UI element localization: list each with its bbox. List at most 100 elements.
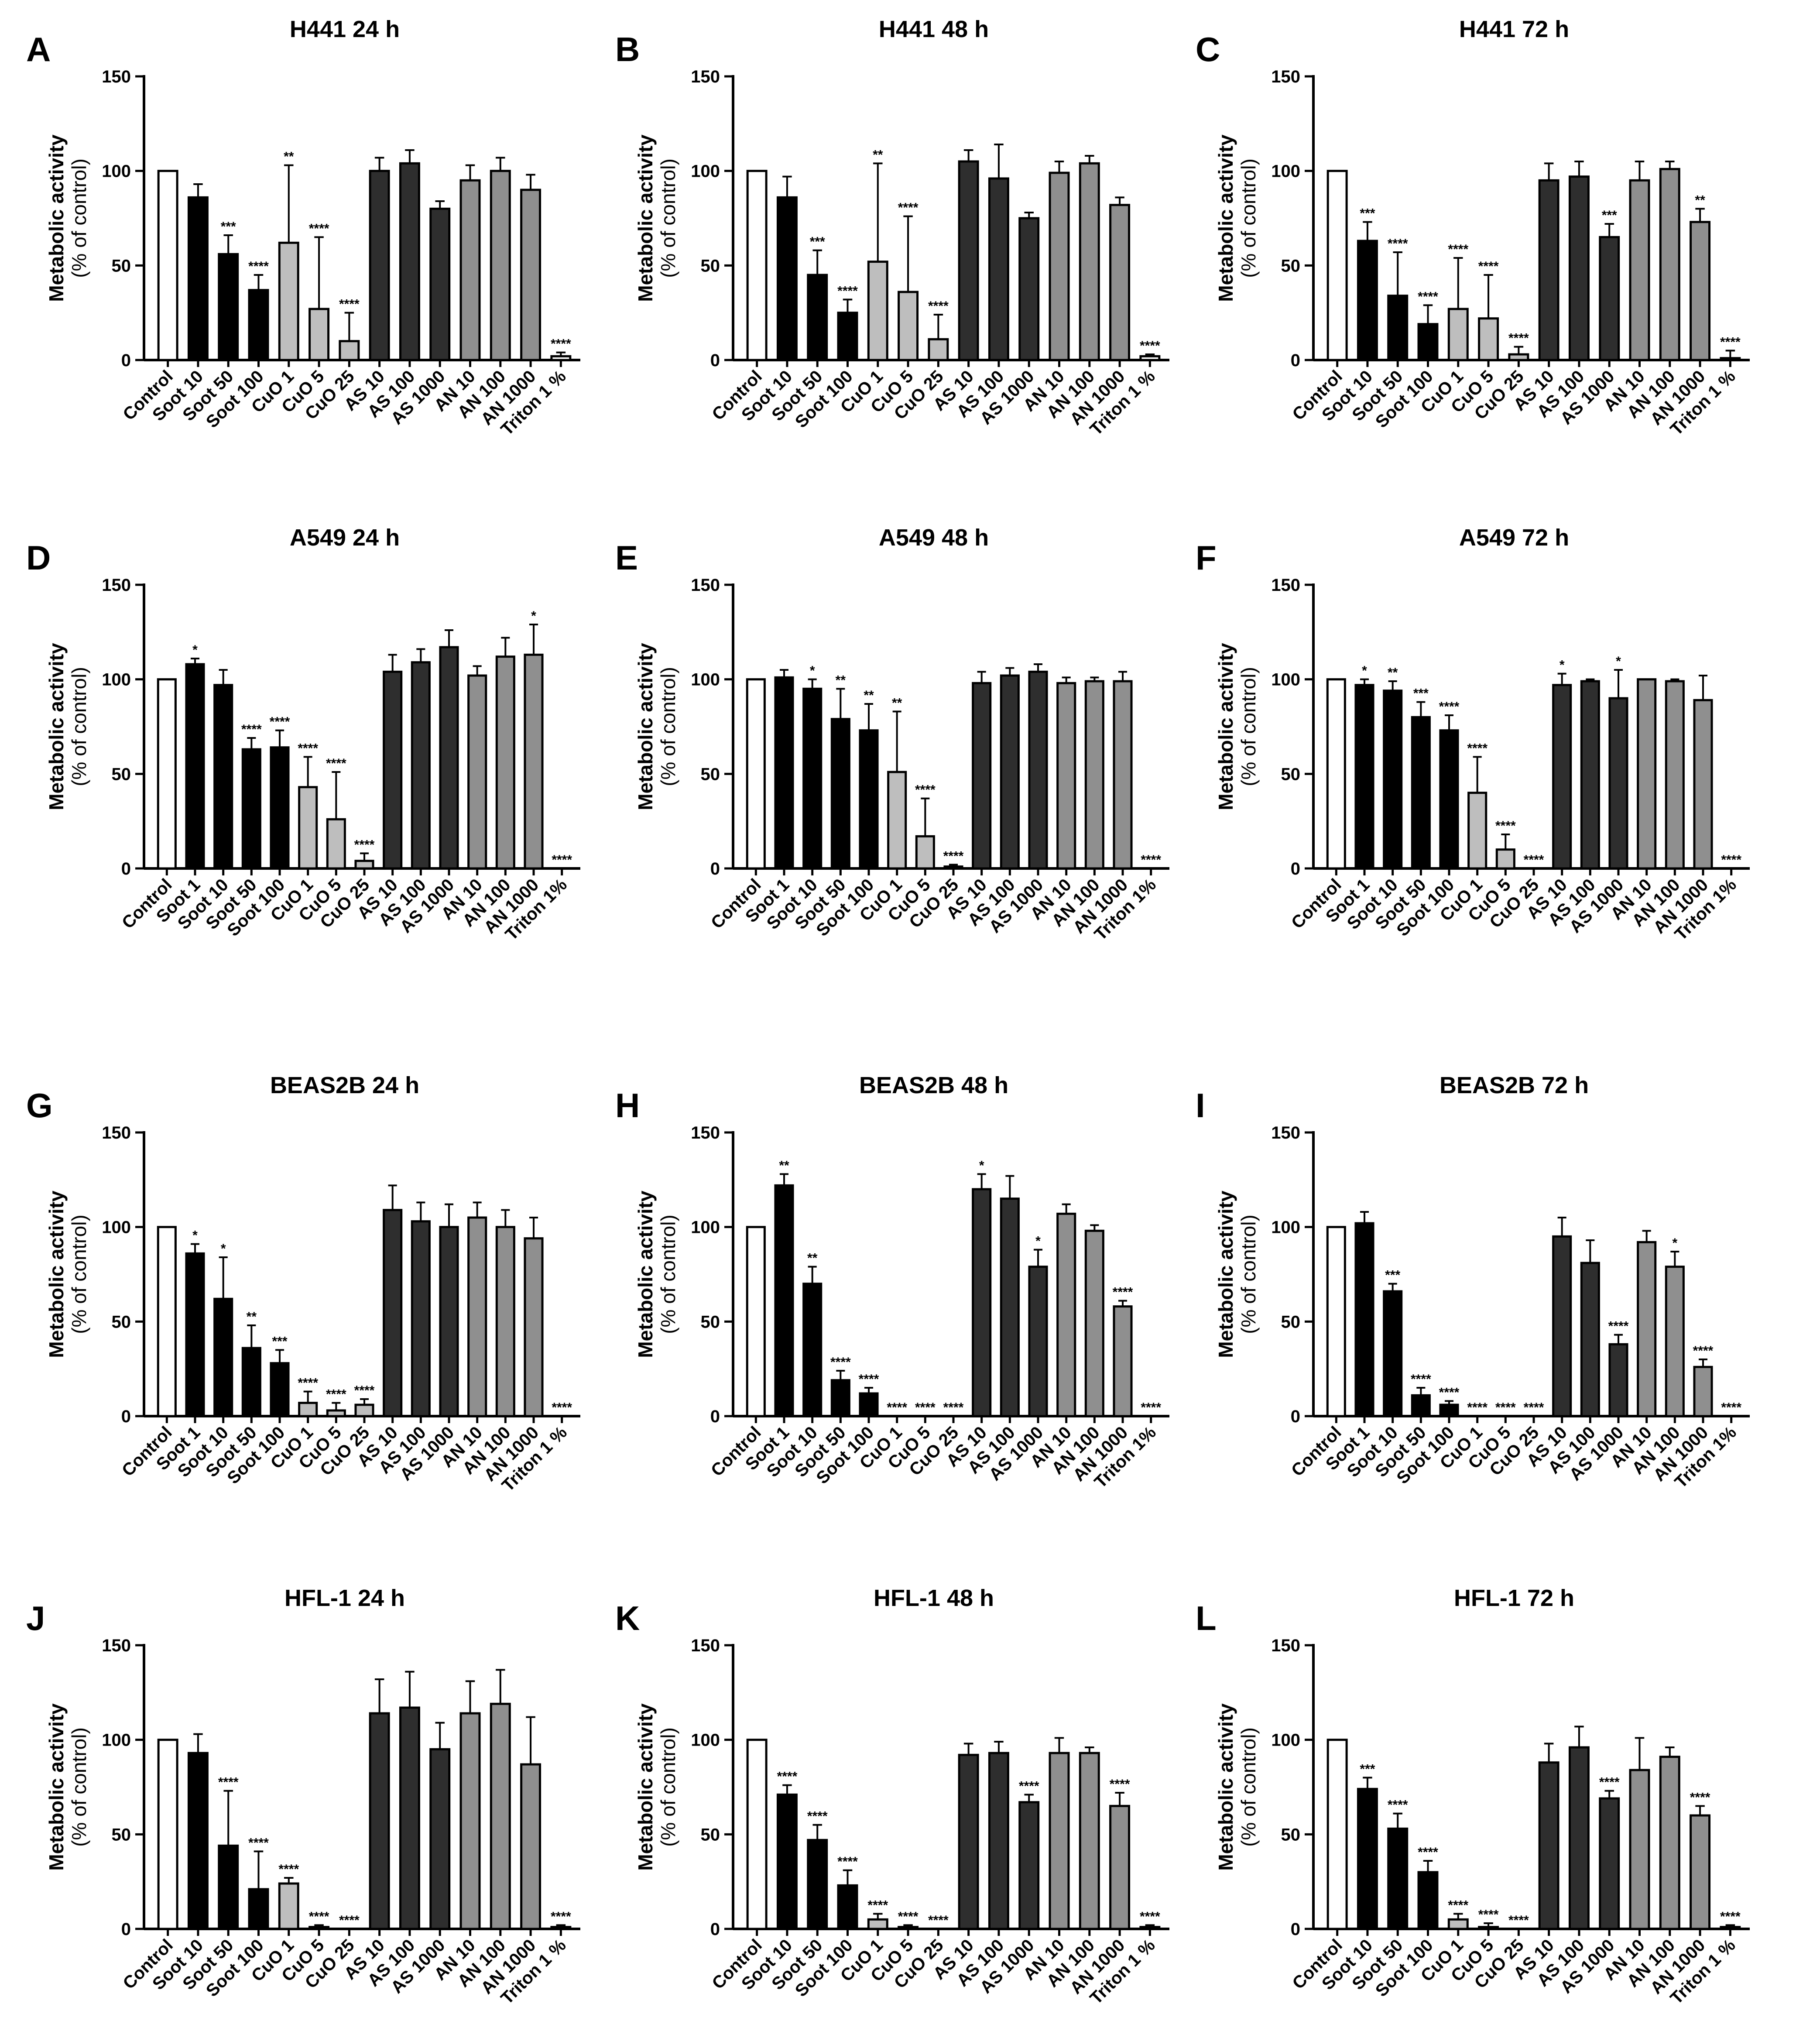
bar-an-1000 xyxy=(520,1763,542,1930)
y-tick-label: 100 xyxy=(102,1731,131,1750)
y-axis-label-sub: (% of control) xyxy=(657,158,679,278)
bar-an-10 xyxy=(1637,1241,1657,1417)
significance-label: ** xyxy=(873,148,883,162)
y-tick-label: 50 xyxy=(701,1825,720,1844)
bar-soot-10 xyxy=(213,1297,233,1417)
significance-label: **** xyxy=(354,837,375,852)
bar-soot-100 xyxy=(859,729,879,870)
panel-letter: J xyxy=(26,1599,45,1637)
significance-label: **** xyxy=(278,1862,299,1877)
significance-label: *** xyxy=(272,1334,287,1348)
y-tick-label: 50 xyxy=(1281,1825,1301,1844)
bar-soot-100 xyxy=(248,289,269,361)
significance-label: **** xyxy=(1141,1400,1161,1415)
bar-as-100 xyxy=(411,661,431,870)
bar-soot-50 xyxy=(241,1347,261,1417)
significance-label: **** xyxy=(339,1913,360,1928)
significance-label: * xyxy=(1035,1234,1041,1249)
bar-as-1000 xyxy=(1018,217,1040,361)
bar-soot-100 xyxy=(270,746,290,870)
panel-title: H441 48 h xyxy=(879,16,989,42)
significance-label: **** xyxy=(309,221,329,236)
significance-label: * xyxy=(979,1158,984,1173)
bar-as-100 xyxy=(1568,175,1590,361)
panel-g: G BEAS2B 24 h Metabolic activity (% of cont… xyxy=(26,1072,580,1496)
bar-soot-10 xyxy=(802,687,823,870)
bar-as-100 xyxy=(1580,1262,1600,1417)
bar-as-1000 xyxy=(429,207,451,361)
bar-an-100 xyxy=(1665,1266,1685,1417)
bar-as-1000 xyxy=(429,1748,451,1930)
significance-label: **** xyxy=(298,741,318,755)
y-tick-label: 150 xyxy=(691,67,720,86)
bar-cuo-25 xyxy=(943,865,963,870)
y-tick-label: 100 xyxy=(1271,162,1300,181)
y-axis-label: Metabolic activity xyxy=(45,134,68,302)
bar-an-1000 xyxy=(1693,1366,1713,1417)
significance-label: **** xyxy=(1478,259,1499,274)
bar-cuo-1 xyxy=(1447,1918,1469,1930)
bar-soot-10 xyxy=(1383,1290,1403,1417)
significance-label: **** xyxy=(807,1809,828,1824)
y-tick-label: 150 xyxy=(691,1636,720,1655)
y-axis-label-sub: (% of control) xyxy=(1237,158,1260,278)
y-tick-label: 0 xyxy=(121,859,131,878)
bar-soot-10 xyxy=(1357,1788,1378,1930)
significance-label: **** xyxy=(830,1355,851,1369)
significance-label: **** xyxy=(241,722,262,737)
bar-as-100 xyxy=(411,1220,431,1417)
bar-as-1000 xyxy=(1608,697,1628,870)
significance-label: **** xyxy=(1690,1790,1710,1805)
significance-label: **** xyxy=(1721,1400,1741,1415)
bar-soot-100 xyxy=(837,1884,858,1930)
panel-letter: F xyxy=(1196,539,1217,577)
significance-label: * xyxy=(531,609,536,623)
panel-letter: E xyxy=(615,539,638,577)
significance-label: **** xyxy=(1141,853,1161,867)
bar-cuo-5 xyxy=(1495,848,1515,870)
significance-label: **** xyxy=(1467,741,1488,755)
bar-an-100 xyxy=(1659,168,1680,361)
bar-an-10 xyxy=(467,674,487,870)
bar-triton-1- xyxy=(550,355,572,361)
y-tick-label: 100 xyxy=(691,162,720,181)
bar-cuo-5 xyxy=(326,818,346,870)
bar-an-100 xyxy=(490,1702,511,1930)
y-axis-label-sub: (% of control) xyxy=(657,1215,679,1334)
significance-label: *** xyxy=(1385,1268,1400,1283)
y-tick-label: 0 xyxy=(121,1407,131,1426)
significance-label: **** xyxy=(898,1909,919,1924)
panel-c: C H441 72 h Metabolic activity (% of contro… xyxy=(1196,16,1750,439)
y-axis-label-sub: (% of control) xyxy=(657,1727,679,1847)
bar-soot-50 xyxy=(807,274,828,361)
bar-as-10 xyxy=(369,170,390,361)
y-tick-label: 100 xyxy=(102,670,131,690)
bar-soot-10 xyxy=(1357,240,1378,361)
significance-label: **** xyxy=(326,1387,346,1402)
significance-label: **** xyxy=(1388,1798,1408,1812)
bar-triton-1- xyxy=(1139,355,1161,361)
significance-label: **** xyxy=(928,299,949,313)
bar-as-10 xyxy=(383,670,403,870)
y-tick-label: 0 xyxy=(1291,1920,1300,1939)
y-tick-label: 100 xyxy=(691,1218,720,1237)
y-tick-label: 150 xyxy=(1271,1123,1300,1143)
significance-label: ** xyxy=(807,1251,818,1266)
bar-soot-50 xyxy=(1411,716,1431,870)
y-axis-label-sub: (% of control) xyxy=(68,1215,90,1334)
panel-d: D A549 24 h Metabolic activity (% of contro… xyxy=(26,525,580,944)
bar-control xyxy=(157,678,177,870)
significance-label: **** xyxy=(1418,1845,1438,1860)
bar-as-1000 xyxy=(439,1226,459,1417)
significance-label: **** xyxy=(1693,1344,1714,1358)
significance-label: ** xyxy=(284,150,294,164)
y-tick-label: 50 xyxy=(701,256,720,275)
bar-soot-50 xyxy=(1387,1827,1409,1930)
bar-soot-50 xyxy=(241,748,261,870)
significance-label: **** xyxy=(1140,1909,1160,1924)
bar-as-1000 xyxy=(1018,1801,1040,1930)
y-axis-label: Metabolic activity xyxy=(634,1703,657,1871)
y-tick-label: 150 xyxy=(691,1123,720,1143)
bar-triton-1- xyxy=(1720,1926,1741,1930)
bar-soot-1 xyxy=(1354,1222,1374,1417)
